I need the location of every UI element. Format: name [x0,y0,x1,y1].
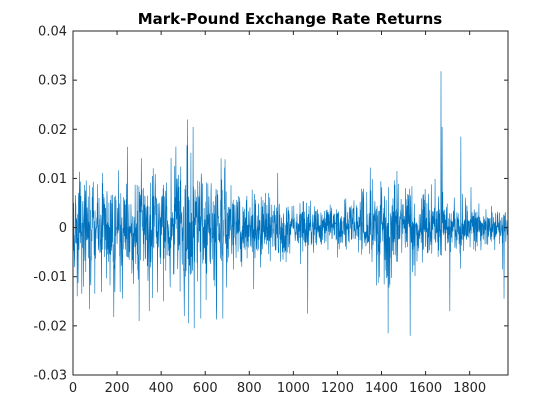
chart-title: Mark-Pound Exchange Rate Returns [138,10,443,28]
x-tick-label: 0 [69,381,77,396]
x-tick-label: 1400 [365,381,398,396]
y-tick-label: 0.01 [38,172,67,187]
y-tick-label: 0.03 [38,74,67,89]
y-tick-label: -0.01 [33,270,67,285]
y-tick-label: 0.04 [38,25,67,40]
x-tick-label: 200 [105,381,130,396]
x-tick-label: 400 [149,381,174,396]
x-tick-label: 1800 [453,381,486,396]
y-tick-label: 0.02 [38,123,67,138]
series-layer [72,71,509,336]
y-tick-label: 0 [59,221,67,236]
x-axis: 0 200 400 600 800 1000 1200 1400 1600 1800 [69,31,486,396]
axes-box [72,30,509,376]
x-tick-label: 1000 [277,381,310,396]
y-tick-label: -0.02 [33,319,67,334]
x-tick-label: 600 [193,381,218,396]
y-tick-label: -0.03 [33,369,67,384]
x-tick-label: 800 [237,381,262,396]
x-tick-label: 1200 [321,381,354,396]
x-tick-label: 1600 [409,381,442,396]
y-axis: -0.03 -0.02 -0.01 0 0.01 0.02 0.03 0.04 [33,25,508,384]
series-line [72,71,509,336]
